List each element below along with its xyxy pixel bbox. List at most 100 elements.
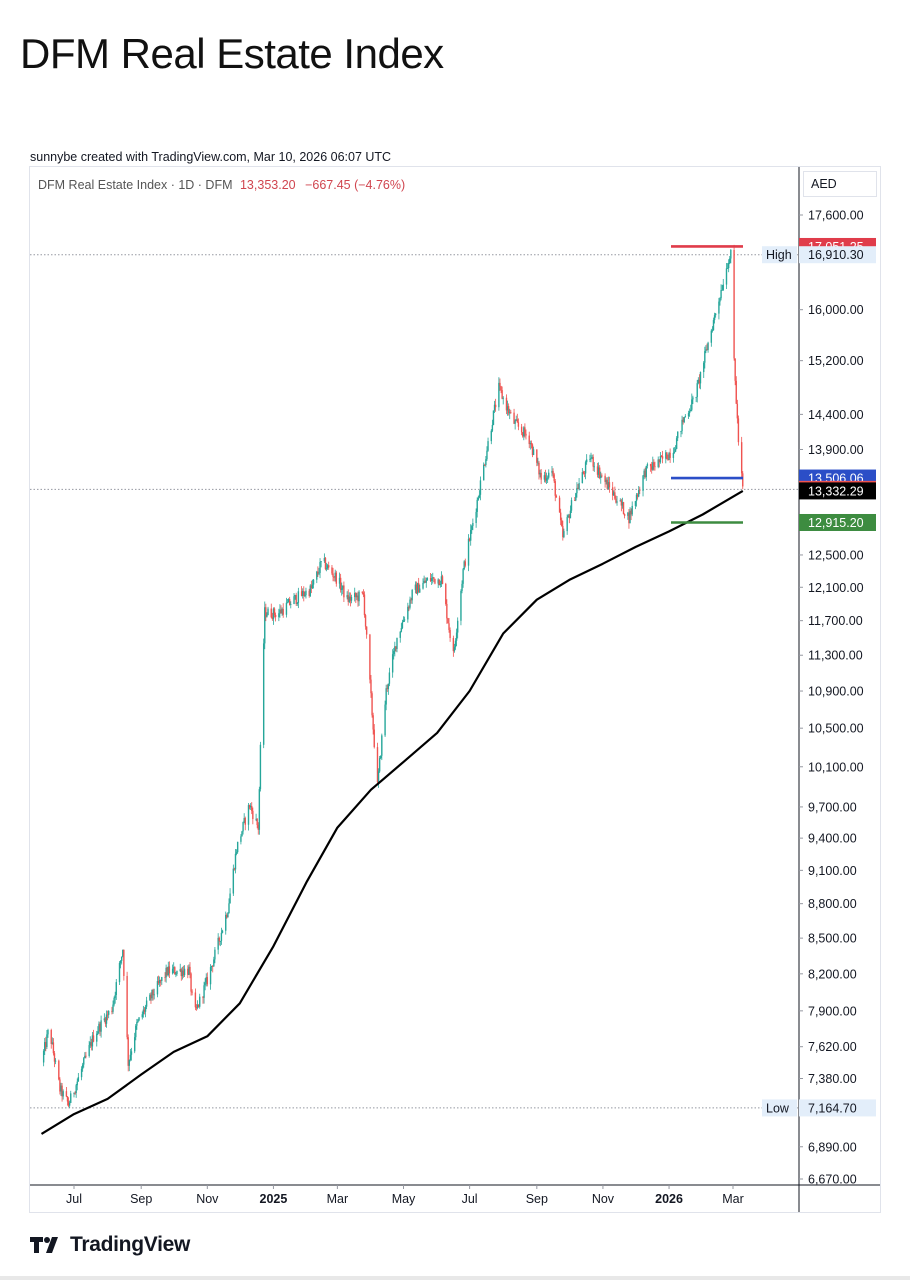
candle-body	[513, 412, 515, 424]
candle-body	[52, 1042, 55, 1054]
candle-body	[620, 500, 623, 506]
candle-body	[220, 932, 223, 942]
candle-body	[45, 1042, 47, 1048]
candle-body	[194, 992, 197, 1008]
candle-body	[698, 379, 701, 384]
tradingview-brand[interactable]: TradingView	[30, 1232, 190, 1258]
chart-credit: sunnybe created with TradingView.com, Ma…	[30, 150, 392, 164]
candle-body	[600, 475, 602, 479]
candle-body	[266, 614, 268, 617]
candle-body	[265, 607, 267, 617]
candle-body	[357, 595, 359, 602]
candle-body	[290, 604, 292, 605]
candle-body	[160, 980, 162, 981]
candle-body	[281, 608, 283, 614]
candle-body	[400, 628, 403, 632]
candle-body	[74, 1092, 76, 1094]
candle-body	[130, 1051, 133, 1055]
candle-body	[258, 789, 261, 830]
candle-body	[137, 1020, 139, 1023]
candle-body	[735, 380, 737, 404]
candle-body	[410, 599, 412, 601]
candle-body	[295, 594, 297, 604]
candle-body	[604, 475, 606, 482]
candle-body	[388, 672, 391, 684]
y-tick-label: 16,000.00	[808, 303, 864, 317]
candle-body	[561, 520, 563, 527]
candle-body	[582, 472, 585, 474]
y-tick-label: 11,700.00	[808, 614, 863, 628]
candle-body	[175, 973, 177, 975]
candle-body	[305, 590, 307, 596]
candle-body	[608, 482, 611, 488]
candle-body	[651, 466, 653, 470]
candle-body	[667, 459, 669, 460]
candle-body	[152, 989, 154, 996]
candle-body	[525, 433, 527, 436]
candle-body	[150, 994, 152, 999]
candle-body	[507, 406, 510, 414]
candle-body	[584, 462, 587, 474]
candle-body	[727, 262, 730, 269]
candle-body	[90, 1042, 93, 1047]
candle-body	[318, 572, 320, 574]
candle-body	[719, 298, 721, 302]
candle-body	[96, 1033, 98, 1042]
candle-body	[271, 617, 274, 620]
currency-selector[interactable]: AED	[803, 171, 877, 197]
candle-body	[575, 493, 577, 501]
candle-body	[197, 1004, 200, 1007]
candle-body	[493, 404, 496, 411]
candle-body	[621, 502, 624, 506]
candle-body	[386, 688, 388, 690]
candle-body	[243, 817, 245, 823]
candle-body	[697, 379, 700, 384]
candle-body	[136, 1022, 138, 1026]
candle-body	[725, 268, 728, 285]
y-tick-label: 15,200.00	[808, 354, 864, 368]
candle-body	[601, 475, 603, 477]
candle-body	[62, 1091, 64, 1097]
y-tick-label: 9,400.00	[808, 832, 857, 846]
candle-body	[500, 386, 502, 391]
candle-body	[510, 412, 512, 414]
candle-body	[65, 1091, 68, 1097]
candle-body	[673, 451, 676, 453]
y-tick-label: 9,700.00	[808, 800, 857, 814]
candle-body	[453, 647, 456, 652]
candle-body	[174, 967, 176, 975]
y-tick-label: 8,200.00	[808, 967, 857, 981]
candle-body	[710, 330, 713, 343]
candle-body	[181, 970, 184, 977]
candle-body	[279, 609, 281, 614]
candle-body	[300, 591, 303, 596]
y-tick-label: 12,100.00	[808, 581, 864, 595]
candle-body	[440, 576, 443, 585]
candle-body	[591, 456, 593, 459]
candle-body	[691, 399, 693, 410]
candle-body	[267, 608, 269, 615]
candle-body	[191, 991, 193, 993]
candle-body	[179, 969, 181, 971]
candle-body	[370, 679, 372, 694]
candle-body	[332, 573, 334, 577]
candle-body	[494, 404, 497, 408]
candle-body	[619, 500, 621, 502]
candle-body	[113, 997, 115, 1005]
candle-body	[627, 512, 629, 516]
candle-body	[120, 956, 123, 961]
candle-body	[369, 634, 371, 680]
y-tick-label: 10,900.00	[808, 685, 864, 699]
candle-body	[645, 465, 647, 478]
candle-body	[236, 841, 239, 853]
x-tick-label: Nov	[592, 1192, 615, 1206]
candle-body	[401, 622, 404, 629]
candle-body	[552, 470, 554, 475]
candle-body	[372, 715, 374, 730]
page-title: DFM Real Estate Index	[20, 30, 444, 77]
candle-body	[502, 397, 504, 399]
candle-body	[81, 1064, 84, 1069]
candle-body	[544, 475, 547, 481]
candle-body	[680, 431, 682, 432]
